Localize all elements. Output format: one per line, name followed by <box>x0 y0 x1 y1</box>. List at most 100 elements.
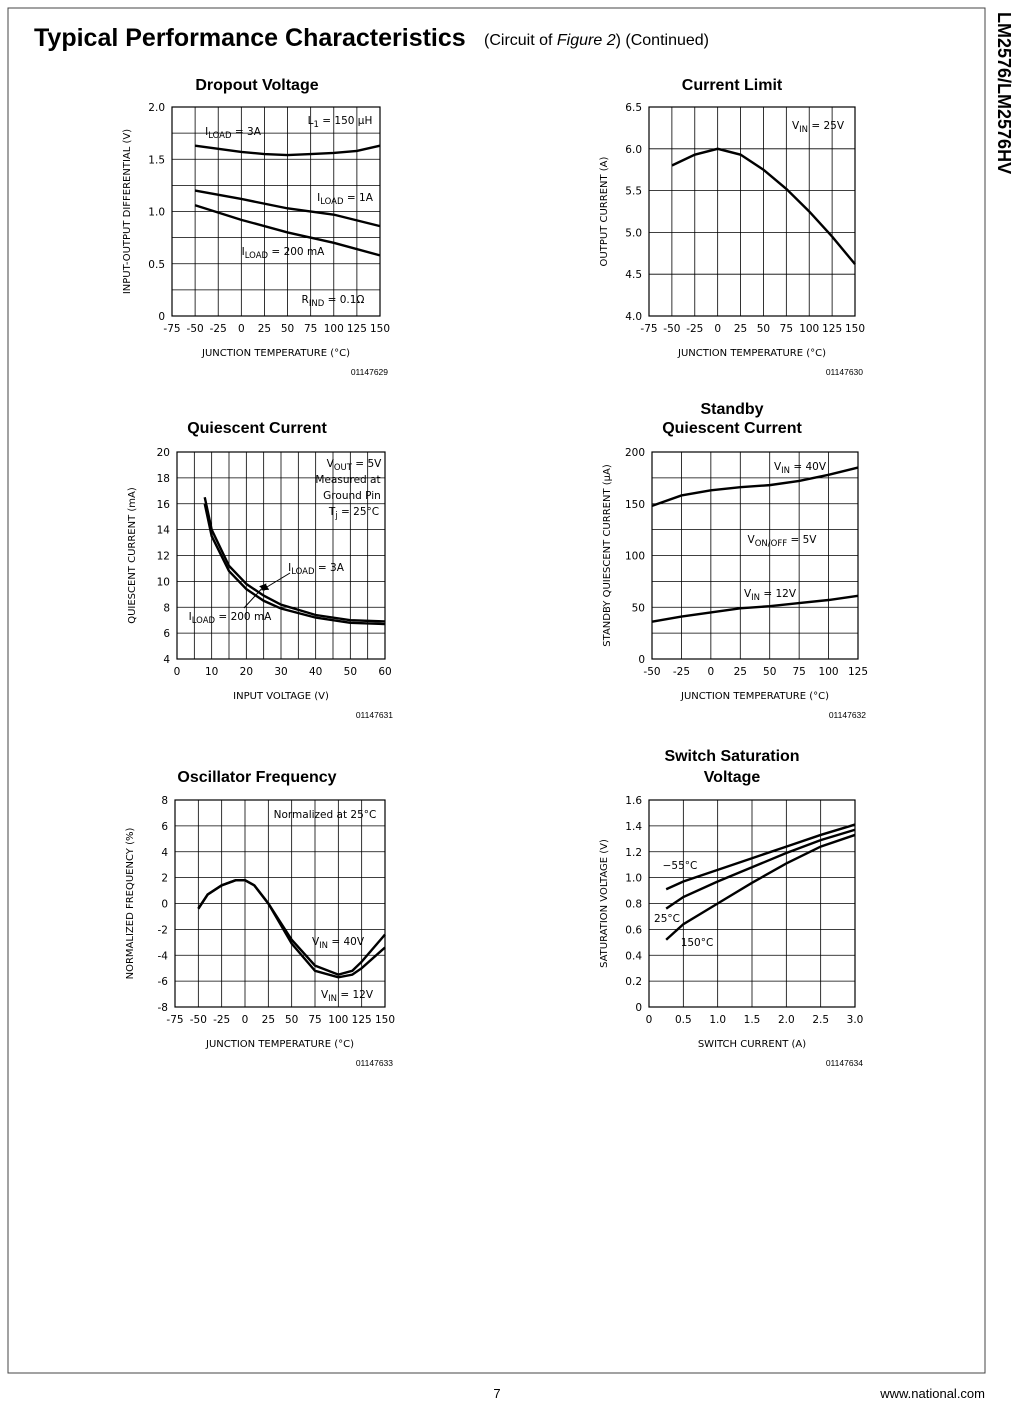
annotation-part: Measured at <box>315 474 380 486</box>
annotation: −55°C <box>663 860 698 872</box>
annotation-part: ON/OFF <box>755 539 787 549</box>
annotation: 25°C <box>654 913 680 925</box>
x-tick-label: 60 <box>378 666 391 678</box>
y-tick-label: 6 <box>163 628 170 640</box>
page-border <box>7 7 986 1374</box>
annotation: VIN = 40V <box>774 461 827 476</box>
y-tick-label: -6 <box>158 976 169 988</box>
x-tick-label: 25 <box>734 666 747 678</box>
annotation-part: LOAD <box>192 616 216 626</box>
annotation-part: = 40V <box>328 936 365 948</box>
figure-code: 01147632 <box>829 710 866 720</box>
annotation-part: 1 <box>314 120 319 130</box>
annotation-part: −55°C <box>663 860 698 872</box>
plot-frame <box>176 451 386 660</box>
x-tick-label: 150 <box>375 1014 395 1026</box>
chart-title: Standby <box>700 401 763 418</box>
y-tick-label: 0.4 <box>625 950 642 962</box>
annotation-part: = 150 µH <box>319 115 372 127</box>
data-line <box>194 189 381 228</box>
annotation: L1 = 150 µH <box>308 115 373 130</box>
annotation: ILOAD = 200 mA <box>189 611 273 626</box>
annotation-part: V <box>748 534 756 546</box>
figure-code: 01147633 <box>356 1058 393 1068</box>
annotation: VIN = 25V <box>792 120 845 135</box>
x-tick-label: 50 <box>757 323 770 335</box>
x-tick-label: 125 <box>822 323 842 335</box>
y-tick-label: 200 <box>625 447 645 459</box>
data-line <box>197 879 386 979</box>
y-tick-label: 100 <box>625 551 645 563</box>
x-tick-label: 0 <box>242 1014 249 1026</box>
annotation: ILOAD = 200 mA <box>242 246 326 261</box>
annotation-part: j <box>334 511 337 521</box>
x-tick-label: 0.5 <box>675 1014 692 1026</box>
x-tick-label: 150 <box>370 323 390 335</box>
x-tick-label: 50 <box>285 1014 298 1026</box>
annotation: VIN = 12V <box>321 989 374 1004</box>
x-axis-label: SWITCH CURRENT (A) <box>698 1039 806 1050</box>
annotation-part: = 5V <box>352 458 382 470</box>
x-tick-label: -25 <box>213 1014 230 1026</box>
data-line <box>203 503 386 626</box>
annotation: Ground Pin <box>323 490 381 502</box>
y-tick-label: 4.5 <box>625 269 642 281</box>
y-tick-label: 1.6 <box>625 795 642 807</box>
annotation-part: = 12V <box>337 989 374 1001</box>
y-axis-label: SATURATION VOLTAGE (V) <box>599 839 610 968</box>
annotation-part: OUT <box>334 463 353 473</box>
x-tick-label: -75 <box>163 323 180 335</box>
y-tick-label: 0.6 <box>625 924 642 936</box>
y-tick-label: 1.0 <box>625 873 642 885</box>
x-tick-label: 75 <box>792 666 805 678</box>
annotation-part: = 3A <box>315 562 345 574</box>
annotation-part: = 40V <box>790 461 827 473</box>
annotation-part: I <box>189 611 192 623</box>
plot-frame <box>648 106 856 317</box>
y-tick-label: 0 <box>638 654 645 666</box>
x-tick-label: 25 <box>262 1014 275 1026</box>
y-tick-label: 150 <box>625 499 645 511</box>
footer-site: www.national.com <box>879 1386 985 1401</box>
x-tick-label: 10 <box>205 666 218 678</box>
plot-frame <box>171 106 381 317</box>
y-axis-label: QUIESCENT CURRENT (mA) <box>127 487 138 624</box>
y-tick-label: 0.5 <box>148 259 165 271</box>
y-tick-label: 8 <box>161 795 168 807</box>
annotation: VIN = 12V <box>744 588 797 603</box>
x-tick-label: 30 <box>274 666 287 678</box>
plot-frame <box>174 799 386 1008</box>
x-tick-label: -75 <box>640 323 657 335</box>
x-tick-label: 75 <box>780 323 793 335</box>
x-tick-label: 0 <box>238 323 245 335</box>
annotation-part: 150°C <box>681 937 714 949</box>
annotation-part: LOAD <box>208 131 232 141</box>
y-axis-label: STANDBY QUIESCENT CURRENT (µA) <box>602 464 613 647</box>
x-tick-label: 0 <box>174 666 181 678</box>
annotation-part: IN <box>751 593 760 603</box>
annotation-part: = 3A <box>232 126 262 138</box>
annotation-part: = 25V <box>808 120 845 132</box>
plot-frame <box>648 799 856 1008</box>
annotation-part: IN <box>781 466 790 476</box>
data-line <box>665 823 856 891</box>
page-number: 7 <box>493 1386 500 1401</box>
data-line <box>651 466 859 507</box>
annotation: Measured at <box>315 474 380 486</box>
y-tick-label: 1.5 <box>148 154 165 166</box>
x-tick-label: 20 <box>240 666 253 678</box>
annotation-part: = 12V <box>760 588 797 600</box>
y-tick-label: 12 <box>157 551 170 563</box>
annotation-part: IN <box>328 994 337 1004</box>
y-tick-label: 4 <box>163 654 170 666</box>
chart-title: Oscillator Frequency <box>177 769 336 786</box>
annotation-part: V <box>774 461 782 473</box>
data-line <box>665 828 856 910</box>
x-tick-label: -50 <box>190 1014 207 1026</box>
subtitle-part: (Circuit of <box>484 32 557 49</box>
annotation-part: V <box>744 588 752 600</box>
annotation-part: LOAD <box>245 251 269 261</box>
y-tick-label: 0 <box>158 311 165 323</box>
x-tick-label: 75 <box>304 323 317 335</box>
y-axis-label: OUTPUT CURRENT (A) <box>599 156 610 266</box>
